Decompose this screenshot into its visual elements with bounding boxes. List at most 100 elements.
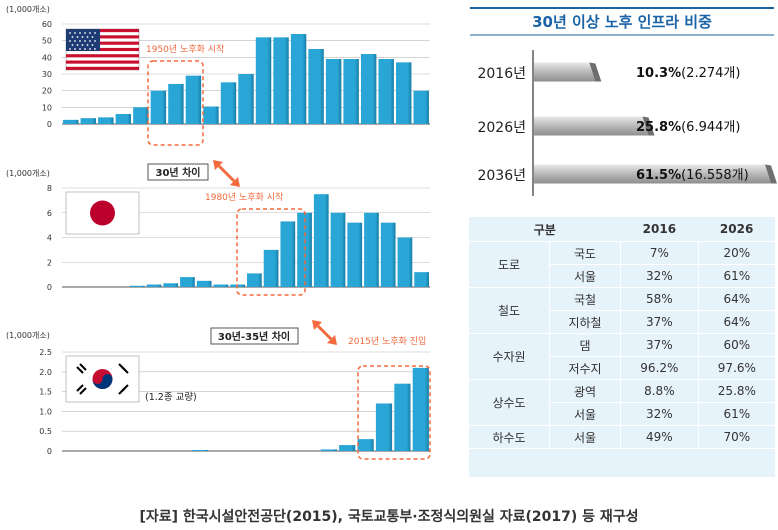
group-label: 하수도 [469, 425, 550, 449]
us-flag [65, 28, 140, 71]
us-bars [63, 34, 429, 125]
value-2026: 61% [697, 402, 775, 426]
aging-value-label: 10.3%(2.274개) [636, 66, 740, 81]
us-bar [238, 74, 254, 124]
us-unit-label: (1,000개소) [6, 4, 50, 14]
us-y-tick-label: 50 [42, 37, 52, 46]
us-bar [185, 75, 202, 124]
us-y-tick-label: 30 [42, 70, 52, 79]
japan-bar [146, 284, 162, 287]
japan-bar [180, 277, 195, 287]
korea-y-tick-label: 0 [47, 447, 52, 456]
us-bar [150, 90, 167, 124]
aging-bar [534, 62, 596, 82]
table-row: 저수지 96.2% 97.6% [469, 356, 775, 380]
korea-note: (1.2종 교량) [145, 391, 197, 403]
table-row: 상수도 광역 8.8% 25.8% [469, 379, 775, 426]
aging-value-label: 61.5%(16.558개) [636, 168, 749, 183]
japan-bar [364, 212, 379, 287]
japan-bar [263, 249, 279, 287]
sub-label: 서울 [549, 402, 621, 426]
value-2026: 61% [697, 264, 775, 288]
korea-bar [394, 383, 411, 451]
table-row: 철도 국철 58% 64% [469, 287, 775, 334]
aging-bar-cap [765, 164, 777, 184]
value-2026: 20% [697, 241, 775, 265]
us-y-tick-label: 10 [42, 103, 52, 112]
table-row: 도로 국도 7% 20% [469, 241, 775, 288]
value-2026: 60% [697, 333, 775, 357]
japan-y-tick-label: 2 [47, 258, 52, 267]
sub-label: 서울 [549, 264, 621, 288]
group-label: 도로 [469, 241, 550, 288]
korea-y-tick-label: 2.5 [39, 348, 52, 357]
japan-bar [196, 280, 212, 287]
japan-bar [129, 285, 145, 287]
aging-bar-cap [642, 116, 655, 136]
infra-table: 구분 2016 2026 도로 국도 7% 20% 서울 32% 61% 철도 … [469, 217, 775, 449]
us-bar [98, 117, 114, 124]
table-header-category: 구분 [469, 217, 621, 242]
value-2026: 64% [697, 287, 775, 311]
japan-bar [247, 273, 262, 287]
value-2016: 8.8% [620, 379, 699, 403]
us-bar [273, 37, 289, 125]
value-2016: 32% [620, 264, 699, 288]
korea-y-tick-label: 1.0 [39, 407, 52, 416]
us-highlight-box [147, 60, 204, 146]
gap-label-1: 30년 차이 [156, 166, 201, 179]
japan-bar [347, 222, 363, 287]
japan-bars [129, 194, 429, 287]
gap-label-1-box [147, 163, 209, 181]
sub-label: 국도 [549, 241, 621, 265]
us-bar [133, 107, 149, 124]
korea-flag [65, 355, 140, 403]
japan-y-ticks: 0 2 4 6 8 [47, 184, 52, 292]
group-label: 상수도 [469, 379, 550, 426]
us-y-tick-label: 40 [42, 53, 52, 62]
table-header-2026: 2026 [698, 217, 775, 242]
korea-y-tick-label: 1.5 [39, 388, 52, 397]
us-bar [80, 118, 96, 124]
value-2016: 49% [620, 425, 699, 449]
sub-label: 댐 [549, 333, 621, 357]
sub-label: 저수지 [549, 356, 621, 380]
value-2016: 37% [620, 310, 699, 334]
gap-arrow-1-icon [213, 160, 240, 187]
japan-bar [213, 284, 229, 287]
value-2016: 32% [620, 402, 699, 426]
korea-bar [320, 449, 337, 451]
aging-bar [534, 116, 649, 136]
table-row: 하수도 서울 49% 70% [469, 425, 775, 449]
source-caption: [자료] 한국시설안전공단(2015), 국토교통부·조정식의원실 자료(201… [139, 509, 639, 525]
value-2016: 96.2% [620, 356, 699, 380]
value-2016: 7% [620, 241, 699, 265]
korea-y-tick-label: 0.5 [39, 427, 52, 436]
us-flag-canton [66, 29, 100, 51]
us-y-tick-label: 20 [42, 87, 52, 96]
japan-highlight-box [236, 208, 306, 296]
us-bar [396, 62, 412, 124]
japan-bar [313, 194, 329, 287]
gap-label-2-box [210, 327, 299, 345]
japan-y-tick-label: 4 [47, 234, 52, 243]
korea-bar [412, 367, 429, 451]
korea-highlight-box [357, 365, 431, 460]
group-label: 철도 [469, 287, 550, 334]
japan-bar [380, 222, 396, 287]
japan-y-tick-label: 6 [47, 209, 52, 218]
sub-label: 서울 [549, 425, 621, 449]
sub-label: 지하철 [549, 310, 621, 334]
us-bar [360, 54, 377, 124]
korea-bar [375, 403, 393, 451]
korea-bar [357, 439, 374, 451]
us-y-ticks: 0 10 20 30 40 50 60 [42, 20, 52, 129]
value-2026: 97.6% [697, 356, 775, 380]
japan-bar [330, 212, 346, 287]
us-y-tick-label: 0 [47, 120, 52, 129]
korea-y-tick-label: 2.0 [39, 368, 52, 377]
us-bar [203, 106, 219, 124]
table-header-row: 구분 2016 2026 [469, 217, 775, 242]
korea-chart: (1,000개소) 0 0.5 1.0 1.5 2.0 2.5 (1.2종 교량) 201… [6, 330, 431, 460]
us-bar [220, 82, 237, 124]
